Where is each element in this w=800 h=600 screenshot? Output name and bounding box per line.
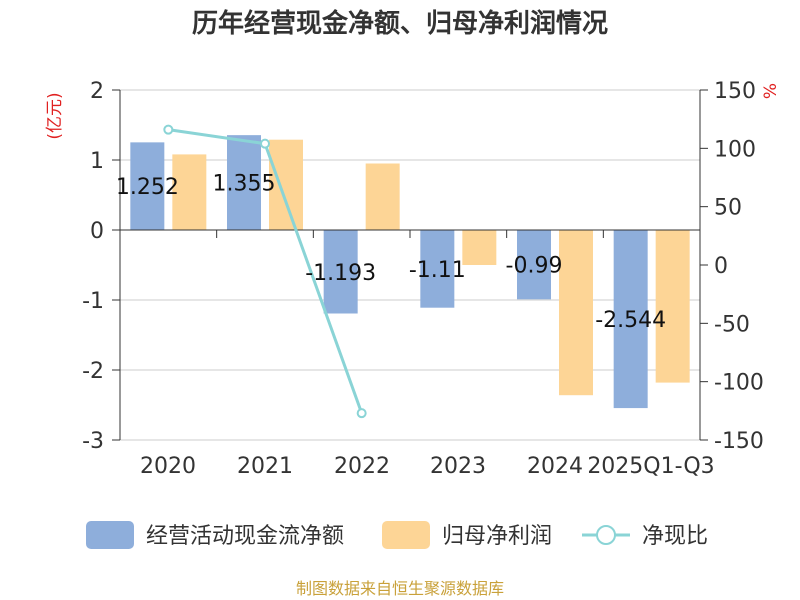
x-tick-label: 2024: [527, 454, 583, 479]
ratio-point: [261, 140, 269, 148]
left-tick-label: -3: [82, 429, 104, 454]
net-profit-bar: [559, 230, 593, 395]
x-tick-label: 2020: [140, 454, 196, 479]
legend-label-ratio: 净现比: [642, 524, 708, 549]
net-profit-bar: [656, 230, 690, 383]
bar-data-label: 1.252: [116, 175, 179, 200]
bar-data-label: -1.193: [305, 261, 376, 286]
right-tick-label: -100: [714, 371, 764, 396]
source-note: 制图数据来自恒生聚源数据库: [296, 579, 504, 598]
x-tick-label: 2021: [237, 454, 293, 479]
left-tick-label: 1: [90, 149, 104, 174]
legend-swatch-net-profit: [382, 521, 430, 549]
legend-swatch-ratio-marker: [597, 526, 615, 544]
bar-data-label: -0.99: [506, 254, 563, 279]
right-tick-label: 0: [714, 254, 728, 279]
left-tick-label: -2: [82, 359, 104, 384]
x-tick-label: 2022: [334, 454, 390, 479]
ratio-point: [164, 126, 172, 134]
right-tick-label: -50: [714, 312, 750, 337]
left-tick-label: 2: [90, 79, 104, 104]
bar-data-label: -2.544: [595, 308, 666, 333]
right-tick-label: 100: [714, 137, 756, 162]
left-axis-unit: (亿元): [45, 92, 65, 139]
net-profit-bar: [462, 230, 496, 265]
chart: 历年经营现金净额、归母净利润情况 (亿元) % 2 1 0 -1 -2 -3 150 100 5…: [0, 0, 800, 600]
bar-data-label: -1.11: [409, 258, 466, 283]
legend-swatch-cashflow: [86, 521, 134, 549]
right-tick-label: 50: [714, 196, 742, 221]
x-tick-label: 2025Q1-Q3: [587, 454, 714, 479]
chart-title: 历年经营现金净额、归母净利润情况: [192, 8, 608, 39]
right-tick-label: 150: [714, 79, 756, 104]
x-tick-label: 2023: [430, 454, 486, 479]
legend[interactable]: 经营活动现金流净额 归母净利润 净现比: [86, 521, 708, 549]
left-tick-label: -1: [82, 289, 104, 314]
right-axis-unit: %: [761, 83, 781, 99]
ratio-point: [358, 409, 366, 417]
net-profit-bar: [366, 164, 400, 231]
left-tick-label: 0: [90, 219, 104, 244]
legend-label-cashflow: 经营活动现金流净额: [146, 524, 344, 549]
legend-label-net-profit: 归母净利润: [442, 524, 552, 549]
right-tick-label: -150: [714, 429, 764, 454]
bar-data-label: 1.355: [213, 172, 276, 197]
